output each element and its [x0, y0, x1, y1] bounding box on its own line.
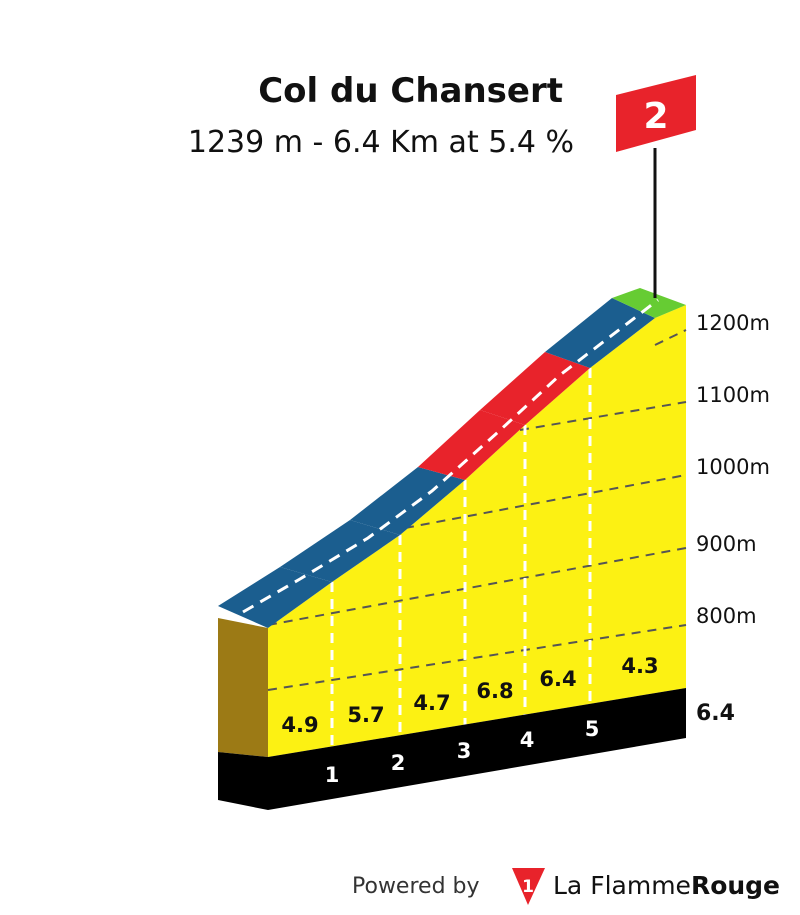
y-tick-label: 1200m: [696, 311, 770, 335]
chart-subtitle: 1239 m - 6.4 Km at 5.4 %: [188, 125, 574, 160]
svg-text:1: 1: [522, 877, 534, 897]
road-segment-4: [418, 410, 525, 480]
brand-name-part1: La Flamme: [553, 871, 691, 900]
gradient-label: 6.4: [539, 667, 576, 691]
gradient-label: 4.7: [413, 691, 450, 715]
altitude-grid: [267, 329, 687, 691]
gradient-labels: 4.9 5.7 4.7 6.8 6.4 4.3: [281, 654, 658, 737]
y-tick-label: 900m: [696, 532, 757, 556]
brand-name: La FlammeRouge: [553, 871, 780, 900]
road-segment-6: [545, 298, 655, 368]
grid-line-1200: [654, 329, 687, 346]
category-flag: [616, 75, 696, 152]
brand-name-part2: Rouge: [691, 871, 780, 900]
powered-by-text: Powered by: [352, 874, 480, 899]
road-centre-line: [242, 298, 659, 614]
road-segment-3: [350, 467, 465, 535]
category-label: 2: [643, 96, 668, 137]
grid-line-1100: [519, 401, 687, 431]
km-labels: 1 2 3 4 5: [325, 717, 600, 787]
altitude-axis: 1200m 1100m 1000m 900m 800m: [696, 311, 770, 628]
km-marker-label: 4: [520, 728, 535, 752]
km-marker-label: 1: [325, 763, 340, 787]
road-segment-5: [480, 352, 590, 425]
flame-logo-icon: 1: [512, 868, 545, 905]
y-tick-label: 800m: [696, 604, 757, 628]
gradient-label: 4.9: [281, 713, 318, 737]
grid-line-900: [267, 547, 687, 626]
gradient-label: 4.3: [621, 654, 658, 678]
profile-fill: [268, 305, 686, 757]
km-dividers: [330, 368, 592, 748]
y-tick-label: 1100m: [696, 383, 770, 407]
km-marker-label: 3: [457, 739, 472, 763]
base-strip: [218, 688, 686, 810]
km-marker-label: 2: [391, 751, 406, 775]
grid-line-800: [267, 624, 687, 691]
chart-title: Col du Chansert: [258, 71, 563, 111]
gradient-label: 6.8: [476, 679, 513, 703]
total-distance-label: 6.4: [696, 701, 735, 726]
y-tick-label: 1000m: [696, 455, 770, 479]
km-marker-label: 5: [585, 717, 600, 741]
gradient-label: 5.7: [347, 703, 384, 727]
profile-side-face: [218, 618, 268, 757]
road-segment-7: [612, 288, 686, 318]
road-segment-1: [218, 567, 332, 628]
